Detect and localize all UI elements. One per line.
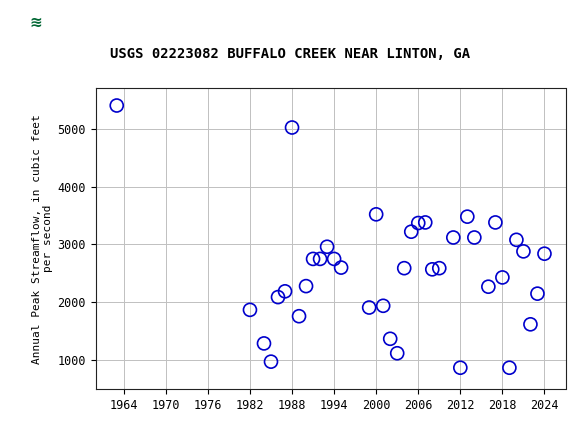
- Point: [449, 234, 458, 241]
- Point: [470, 234, 479, 241]
- Point: [420, 219, 430, 226]
- Point: [379, 302, 388, 309]
- Point: [259, 340, 269, 347]
- Point: [512, 237, 521, 243]
- Point: [393, 350, 402, 357]
- Point: [540, 250, 549, 257]
- Point: [505, 364, 514, 371]
- Point: [400, 265, 409, 272]
- Point: [519, 248, 528, 255]
- Text: USGS 02223082 BUFFALO CREEK NEAR LINTON, GA: USGS 02223082 BUFFALO CREEK NEAR LINTON,…: [110, 47, 470, 61]
- Point: [386, 335, 395, 342]
- Point: [245, 307, 255, 313]
- Point: [329, 255, 339, 262]
- Point: [288, 124, 297, 131]
- Point: [364, 304, 374, 311]
- Point: [491, 219, 500, 226]
- Point: [322, 243, 332, 250]
- Point: [414, 220, 423, 227]
- Point: [316, 255, 325, 262]
- Point: [526, 321, 535, 328]
- Point: [266, 358, 276, 365]
- Point: [533, 290, 542, 297]
- Point: [112, 102, 121, 109]
- Text: ≋: ≋: [30, 15, 42, 30]
- Point: [407, 228, 416, 235]
- Y-axis label: Annual Peak Streamflow, in cubic feet
per second: Annual Peak Streamflow, in cubic feet pe…: [32, 114, 53, 363]
- Point: [484, 283, 493, 290]
- Point: [280, 288, 289, 295]
- Text: USGS: USGS: [72, 12, 136, 33]
- Point: [302, 283, 311, 289]
- FancyBboxPatch shape: [7, 6, 65, 40]
- Point: [498, 274, 507, 281]
- Point: [456, 364, 465, 371]
- Point: [372, 211, 381, 218]
- Point: [434, 265, 444, 272]
- Point: [295, 313, 304, 319]
- Point: [427, 266, 437, 273]
- Point: [463, 213, 472, 220]
- Point: [309, 255, 318, 262]
- Point: [273, 294, 282, 301]
- Point: [336, 264, 346, 271]
